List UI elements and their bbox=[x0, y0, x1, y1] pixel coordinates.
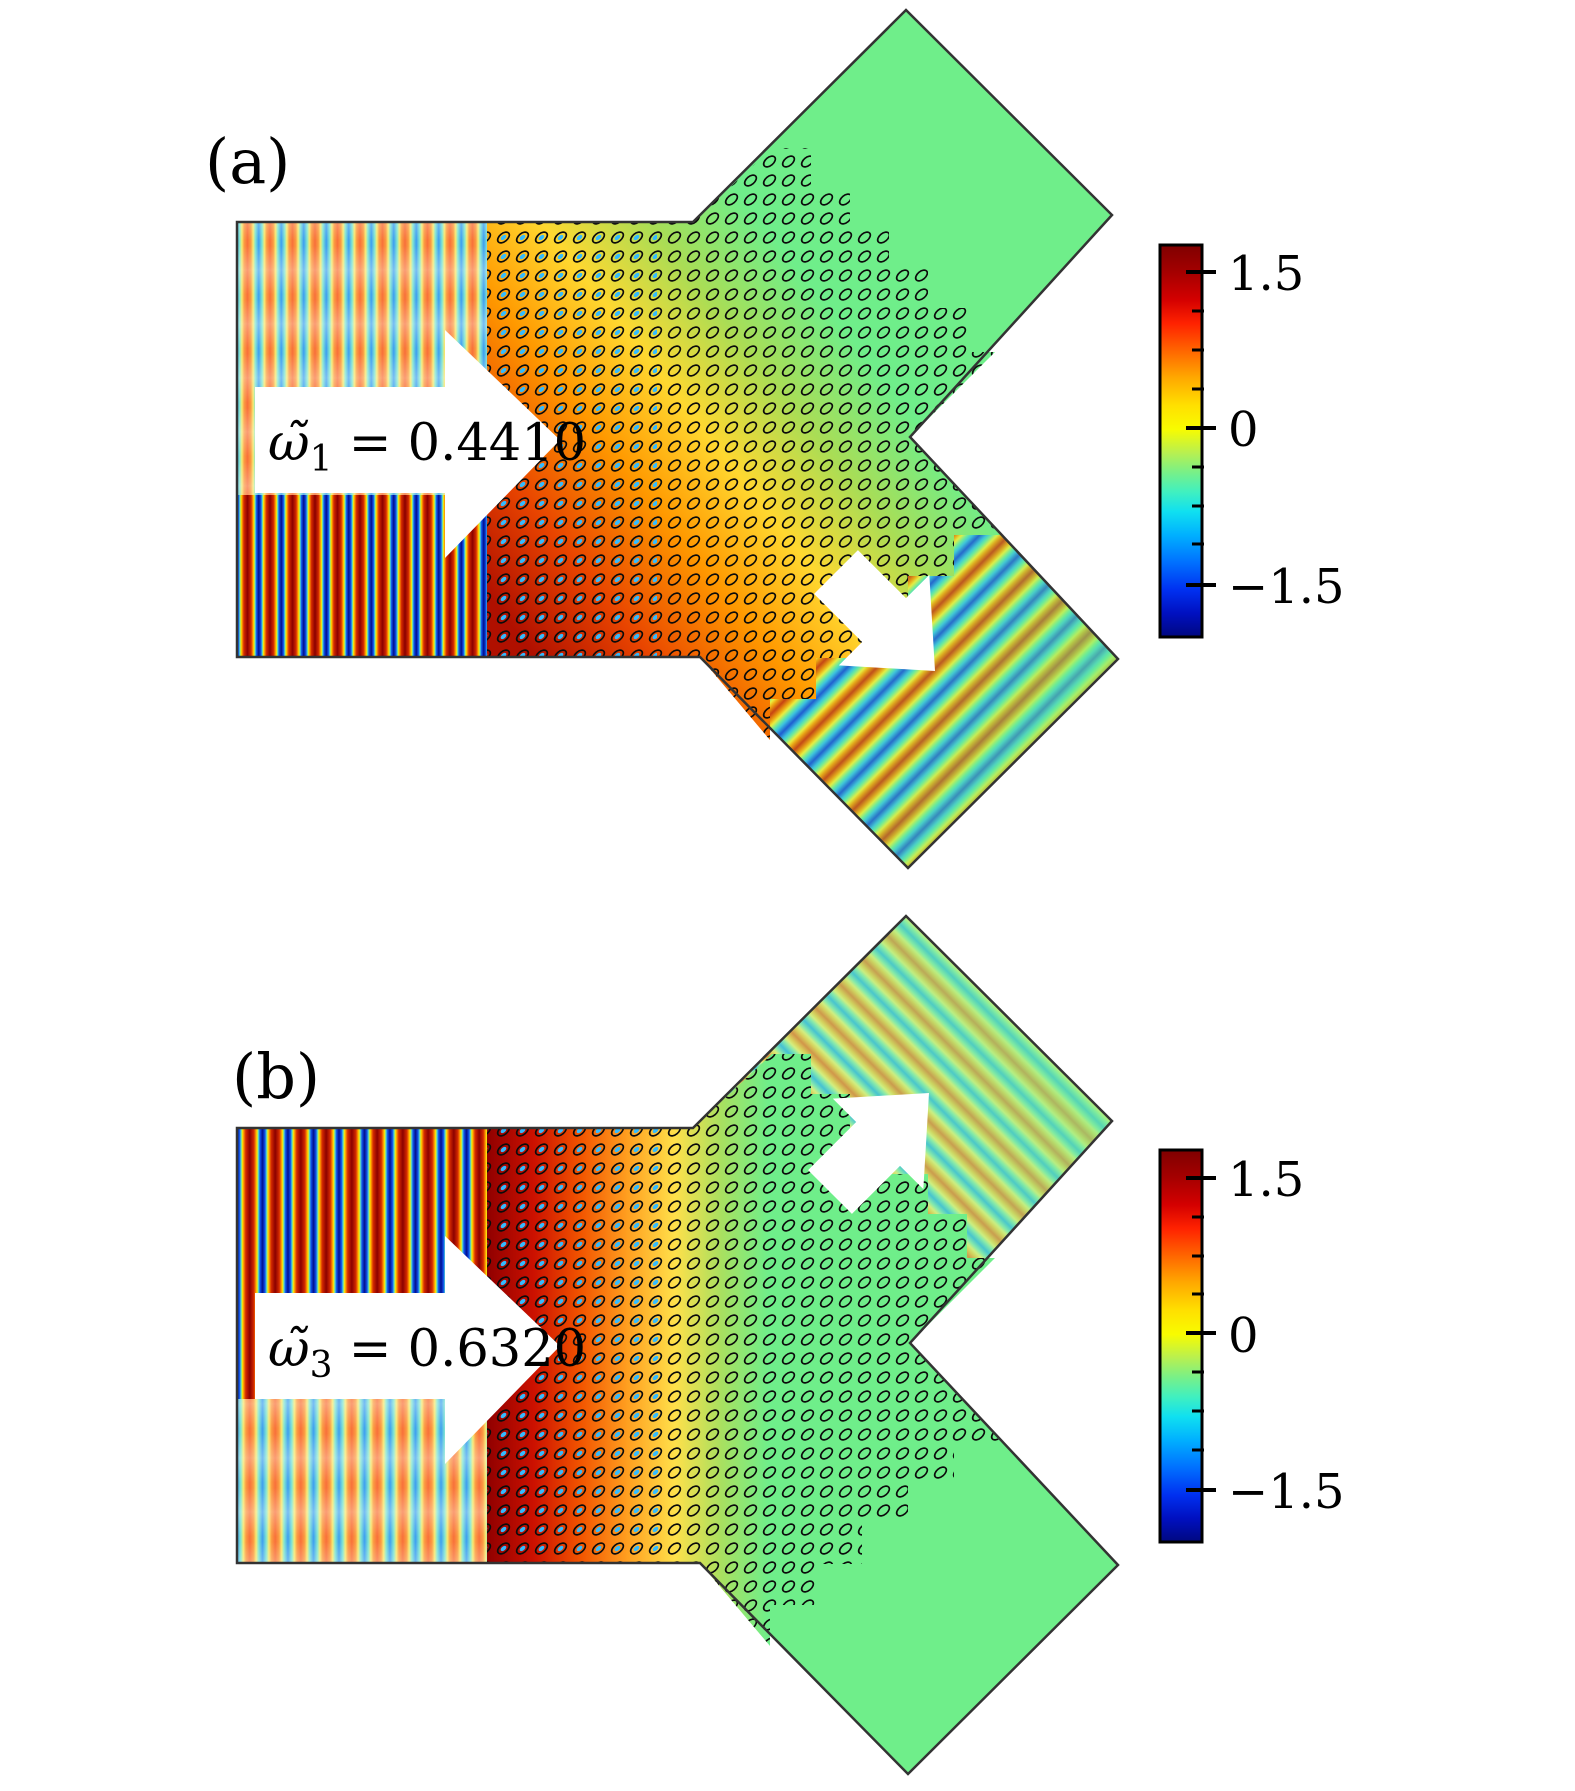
panel-b-colorbar-tick-zero: 0 bbox=[1228, 1308, 1259, 1364]
panel-a-colorbar-minor-ticks bbox=[1192, 309, 1204, 546]
panel-a-mode-label: ω̃1 = 0.4410 bbox=[268, 414, 586, 480]
panel-b-colorbar: 1.5 0 −1.5 bbox=[1158, 1148, 1345, 1544]
panel-a: ω̃1 = 0.4410 (a) 1.5 0 −1.5 bbox=[205, 8, 1345, 870]
panel-a-colorbar: 1.5 0 −1.5 bbox=[1158, 243, 1345, 639]
panel-a-label: (a) bbox=[205, 125, 290, 198]
panel-b-colorbar-gradient bbox=[1158, 1148, 1204, 1544]
panel-a-input-arrow-icon bbox=[255, 330, 560, 558]
panel-b-domain-outline bbox=[235, 914, 1120, 1776]
panel-a-top-output-arm bbox=[693, 10, 1112, 437]
panel-b-colorbar-major-ticks bbox=[1186, 1176, 1216, 1492]
panel-b-colorbar-tick-max: 1.5 bbox=[1228, 1152, 1304, 1208]
panel-a-colorbar-tick-min: −1.5 bbox=[1228, 559, 1345, 615]
panel-a-domain-outline bbox=[235, 8, 1120, 870]
panel-a-colorbar-major-ticks bbox=[1186, 270, 1216, 587]
panel-b-label: (b) bbox=[232, 1040, 320, 1113]
panel-b-input-arrow-icon bbox=[255, 1236, 560, 1464]
panel-b-mode-label: ω̃3 = 0.6320 bbox=[268, 1320, 586, 1386]
panel-b: ω̃3 = 0.6320 (b) 1.5 0 −1.5 bbox=[232, 914, 1345, 1776]
panel-b-colorbar-minor-ticks bbox=[1192, 1215, 1204, 1452]
panel-b-bottom-output-arm bbox=[700, 1343, 1118, 1774]
panel-a-colorbar-tick-max: 1.5 bbox=[1228, 246, 1304, 302]
panel-a-colorbar-gradient bbox=[1158, 243, 1204, 639]
panel-a-colorbar-tick-zero: 0 bbox=[1228, 402, 1259, 458]
panel-b-colorbar-tick-min: −1.5 bbox=[1228, 1464, 1345, 1520]
